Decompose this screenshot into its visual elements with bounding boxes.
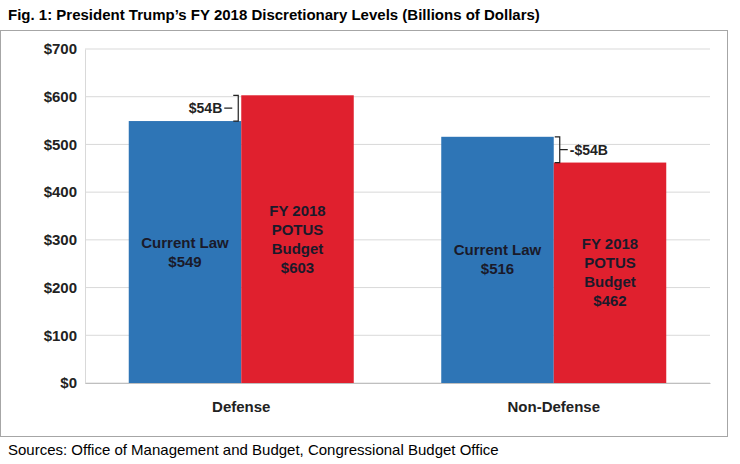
- series-name: FY 2018 POTUS Budget: [582, 235, 638, 290]
- data-label: $603: [281, 259, 314, 276]
- bar: [129, 121, 242, 383]
- x-tick: Non-Defense: [507, 383, 600, 415]
- series-name-line: FY 2018: [269, 202, 325, 219]
- y-tick-label: $300: [44, 231, 77, 248]
- chart: Fig. 1: President Trump’s FY 2018 Discre…: [0, 0, 740, 464]
- series-name: Current Law: [454, 241, 542, 258]
- x-tick: Defense: [212, 383, 270, 415]
- annotations: $54B -$54B: [189, 95, 608, 162]
- bar: [241, 95, 354, 383]
- y-tick-label: $0: [60, 374, 77, 391]
- y-tick: $100: [44, 327, 85, 344]
- series-name-line: Current Law: [454, 241, 542, 258]
- y-tick-label: $100: [44, 327, 77, 344]
- y-tick: $500: [44, 136, 85, 153]
- difference-bracket: [224, 95, 238, 121]
- bar-labels: Current Law $549 Current Law $516 FY 2018 POT…: [141, 202, 638, 310]
- series-name-line: Budget: [584, 273, 636, 290]
- series-name-line: FY 2018: [582, 235, 638, 252]
- y-tick: $300: [44, 231, 85, 248]
- y-axis: $0 $100 $200 $300 $400 $500 $600 $700: [44, 40, 86, 391]
- y-axis-line: [85, 50, 86, 384]
- series-name-line: Current Law: [141, 234, 229, 251]
- data-label: $462: [593, 292, 626, 309]
- y-tick-label: $500: [44, 136, 77, 153]
- series-name-line: POTUS: [272, 221, 324, 238]
- y-tick-label: $700: [44, 40, 77, 57]
- difference-bracket: [555, 137, 568, 163]
- grid-line: [85, 96, 710, 97]
- x-tick-label: Non-Defense: [507, 398, 600, 415]
- bar: [554, 163, 667, 383]
- grid-line: [85, 49, 710, 50]
- frame: [1, 31, 728, 437]
- series-name-line: POTUS: [584, 254, 636, 271]
- series-name: FY 2018 POTUS Budget: [269, 202, 325, 257]
- y-tick-label: $200: [44, 279, 77, 296]
- annotation: $54B: [189, 100, 222, 116]
- x-tick-label: Defense: [212, 398, 270, 415]
- annotation: -$54B: [570, 142, 608, 158]
- x-axis: Defense Non-Defense: [86, 383, 711, 415]
- y-tick: $200: [44, 279, 85, 296]
- y-tick: $400: [44, 183, 85, 200]
- series-name-line: Budget: [272, 240, 324, 257]
- y-tick: $700: [44, 40, 85, 57]
- x-axis-line: [86, 383, 711, 384]
- bars: [129, 95, 667, 383]
- series-name: Current Law: [141, 234, 229, 251]
- data-label: $516: [481, 260, 514, 277]
- y-tick-label: $600: [44, 88, 77, 105]
- y-tick-label: $400: [44, 183, 77, 200]
- bar: [441, 137, 554, 383]
- title: Fig. 1: President Trump’s FY 2018 Discre…: [8, 6, 540, 23]
- y-tick: $0: [60, 374, 85, 391]
- y-tick: $600: [44, 88, 85, 105]
- grid: [85, 49, 710, 383]
- source: Sources: Office of Management and Budget…: [8, 441, 499, 458]
- data-label: $549: [168, 253, 201, 270]
